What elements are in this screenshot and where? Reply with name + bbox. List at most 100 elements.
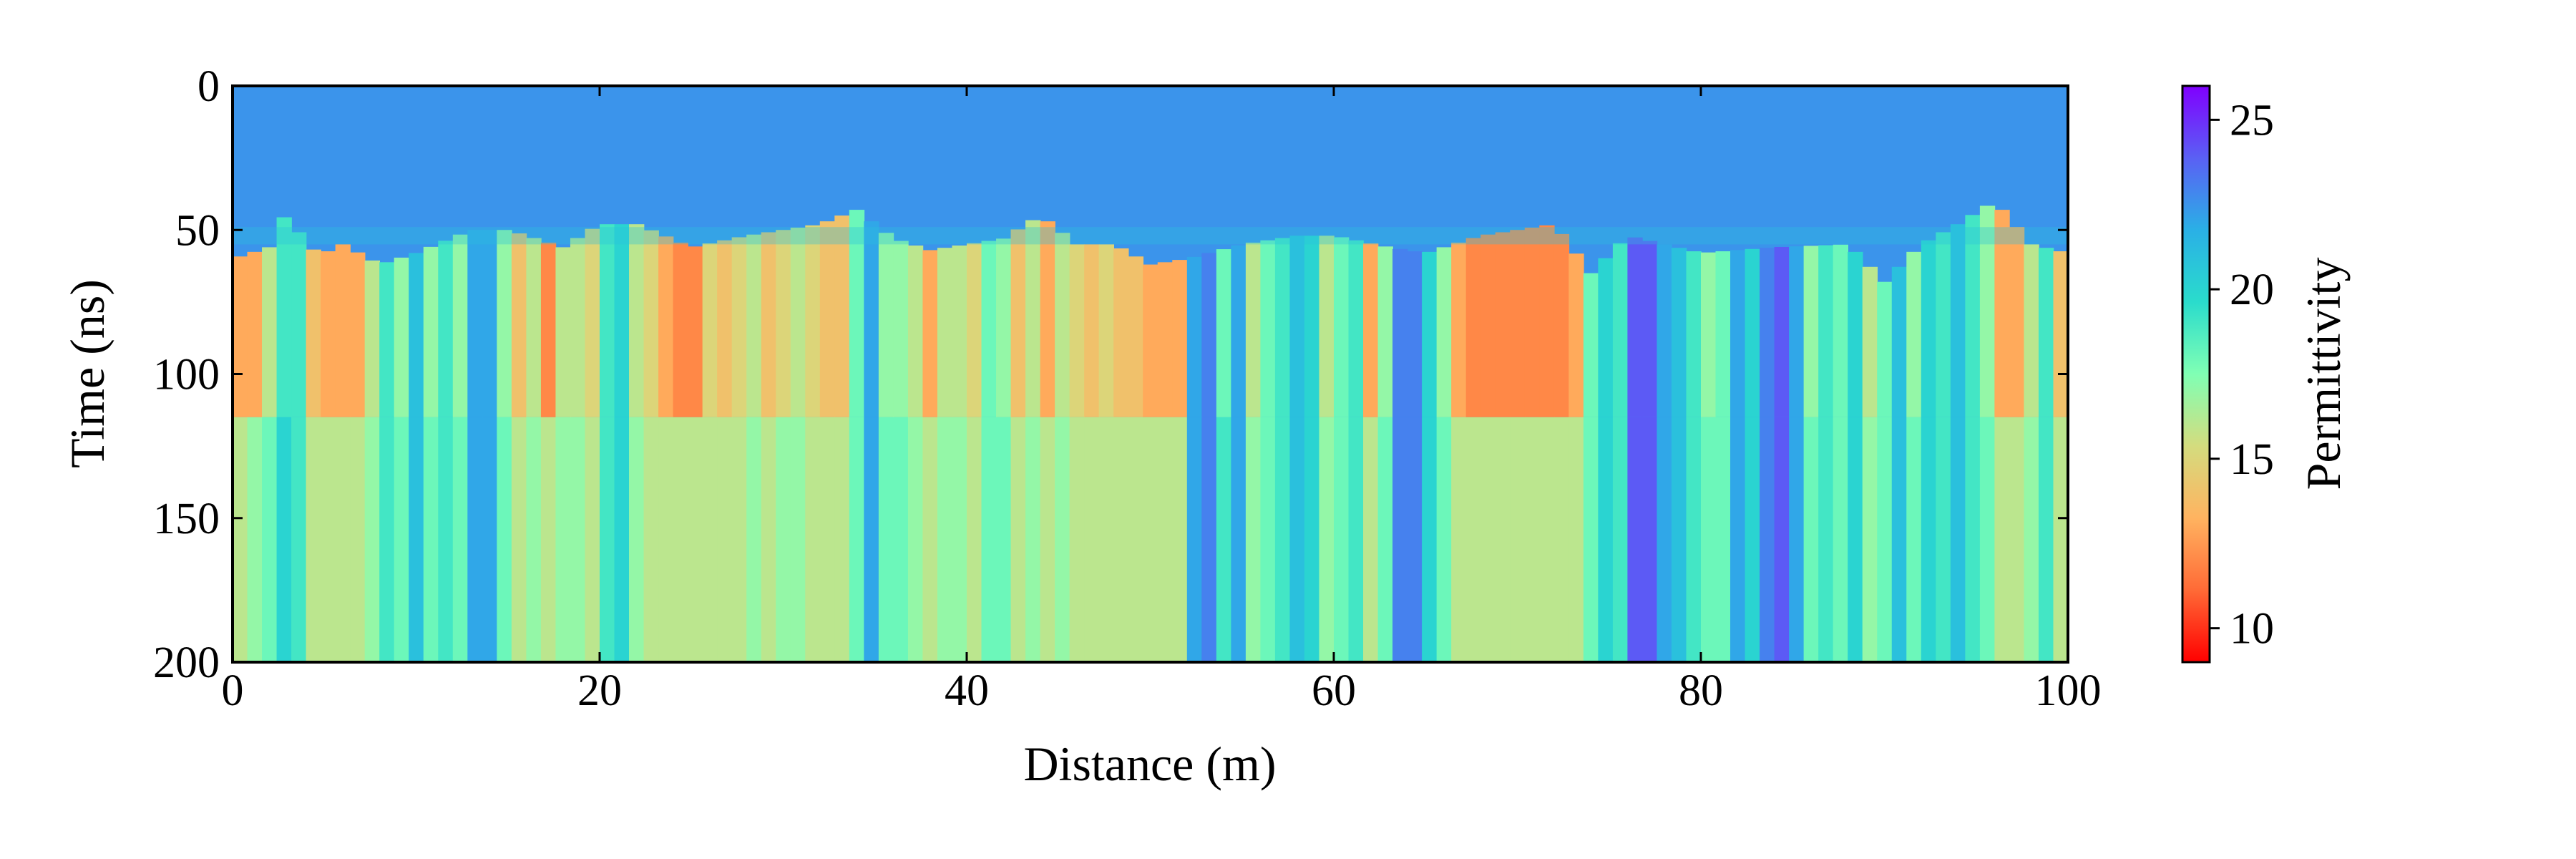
lower-layer-column [1334, 417, 1350, 662]
lower-layer-column [922, 417, 938, 662]
lower-layer-column [1113, 417, 1129, 662]
middle-layer-column [1921, 240, 1937, 417]
lower-layer-column [1480, 417, 1496, 662]
x-tick-label: 0 [222, 666, 244, 715]
lower-layer-column [1245, 417, 1262, 662]
middle-layer-column [849, 210, 865, 417]
middle-layer-column [233, 256, 248, 417]
lower-layer-column [1010, 417, 1026, 662]
x-tick-label: 100 [2035, 666, 2102, 715]
lower-layer-column [394, 417, 410, 662]
middle-layer-column [878, 233, 894, 417]
lower-layer-column [849, 417, 865, 662]
middle-layer-column [717, 240, 733, 417]
lower-layer-column [1641, 417, 1658, 662]
y-tick-label: 100 [153, 351, 220, 399]
middle-layer-column [1524, 228, 1541, 417]
middle-layer-column [1862, 266, 1878, 417]
middle-layer-column [1760, 248, 1775, 417]
lower-layer-column [1025, 417, 1041, 662]
middle-layer-column [1568, 253, 1584, 417]
colorbar-tick-label: 15 [2230, 435, 2274, 484]
y-tick-label: 50 [175, 206, 220, 255]
lower-layer-column [1157, 417, 1174, 662]
x-tick-label: 80 [1679, 666, 1723, 715]
lower-layer-column [1348, 417, 1364, 662]
middle-layer-column [1877, 281, 1893, 417]
lower-layer-column [276, 417, 292, 662]
middle-layer-column [364, 260, 380, 417]
lower-layer-column [1465, 417, 1481, 662]
lower-layer-column [1539, 417, 1555, 662]
lower-layer-column [702, 417, 718, 662]
lower-layer-column [1084, 417, 1100, 662]
lower-layer-column [1891, 417, 1908, 662]
middle-layer-column [1407, 251, 1423, 417]
lower-layer-column [1789, 417, 1805, 662]
interface-halo-band [233, 227, 2068, 245]
middle-layer-column [291, 232, 307, 417]
middle-layer-column [1363, 243, 1379, 417]
middle-layer-column [834, 215, 850, 417]
x-tick-label: 60 [1312, 666, 1356, 715]
middle-layer-column [335, 244, 351, 417]
lower-layer-column [526, 417, 542, 662]
lower-layer-column [321, 417, 336, 662]
middle-layer-column [1598, 258, 1614, 417]
lower-layer-column [629, 417, 645, 662]
middle-layer-column [1671, 248, 1687, 417]
middle-layer-column [555, 247, 571, 417]
middle-layer-column [1480, 234, 1496, 417]
colorbar-title: Permittivity [2296, 258, 2351, 490]
x-axis: 0 20 40 60 80 100 [222, 86, 2102, 715]
middle-layer-column [614, 224, 630, 417]
middle-layer-column [790, 228, 806, 417]
y-axis: 0 50 100 150 200 [153, 62, 2068, 687]
lower-layer-column [643, 417, 659, 662]
middle-layer-column [1113, 248, 1129, 417]
lower-layer-column [2038, 417, 2054, 662]
middle-layer-column [526, 238, 542, 417]
middle-layer-column [1906, 251, 1922, 417]
middle-layer-column [967, 243, 982, 417]
middle-layer-column [1231, 245, 1246, 417]
middle-layer-column [1495, 232, 1511, 417]
lower-layer-column [1701, 417, 1717, 662]
lower-layer-column [1627, 417, 1643, 662]
middle-layer-column [423, 246, 439, 417]
middle-layer-column [1539, 225, 1555, 417]
lower-layer-column [1877, 417, 1893, 662]
middle-layer-column [467, 230, 483, 417]
middle-layer-column [1994, 210, 2010, 417]
colorbar-tick-label: 25 [2230, 96, 2274, 145]
lower-layer-column [1319, 417, 1335, 662]
middle-layer-column [409, 253, 424, 417]
middle-layer-column [1465, 238, 1481, 417]
lower-layer-column [1745, 417, 1760, 662]
lower-layer-column [717, 417, 733, 662]
middle-layer-column [1055, 233, 1070, 417]
middle-layer-column [1069, 244, 1085, 417]
lower-layer-column [2053, 417, 2068, 662]
lower-layer-column [1950, 417, 1966, 662]
middle-layer-column [1451, 242, 1467, 417]
lower-layer-column [1730, 417, 1746, 662]
lower-layer-column [907, 417, 924, 662]
lower-layer-column [1994, 417, 2010, 662]
middle-layer-column [805, 225, 821, 417]
lower-layer-column [658, 417, 674, 662]
lower-layer-column [614, 417, 630, 662]
middle-layer-column [1612, 243, 1629, 417]
lower-layer-column [1274, 417, 1291, 662]
lower-layer-column [335, 417, 351, 662]
x-tick-label: 20 [577, 666, 622, 715]
middle-layer-column [1010, 229, 1026, 417]
lower-layer-column [967, 417, 982, 662]
middle-layer-column [1334, 237, 1350, 417]
lower-layer-column [364, 417, 380, 662]
middle-layer-column [996, 238, 1012, 417]
middle-layer-column [1436, 247, 1452, 417]
lower-layer-column [1848, 417, 1863, 662]
lower-layer-column [1803, 417, 1819, 662]
lower-layer-column [379, 417, 395, 662]
